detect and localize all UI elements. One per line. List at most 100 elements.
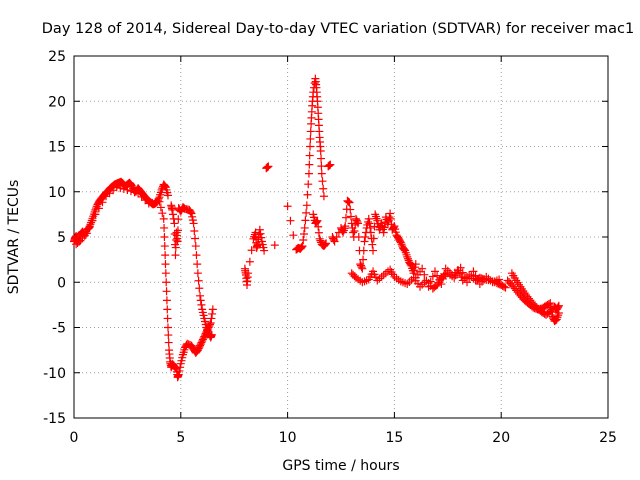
y-tick-label: 0 xyxy=(57,275,66,291)
data-point xyxy=(206,318,215,327)
data-point xyxy=(397,240,406,249)
data-point xyxy=(312,217,321,226)
data-point xyxy=(396,238,405,247)
data-point xyxy=(193,269,202,278)
data-point xyxy=(94,204,103,213)
x-tick-label: 5 xyxy=(176,430,185,446)
data-point xyxy=(403,254,412,263)
data-point xyxy=(126,187,135,196)
data-point xyxy=(324,162,333,171)
data-point xyxy=(317,154,326,163)
data-point xyxy=(406,260,415,269)
data-point xyxy=(428,272,437,281)
data-point xyxy=(547,303,556,312)
data-point xyxy=(84,223,93,232)
data-point xyxy=(164,331,173,340)
data-point xyxy=(159,214,168,223)
data-point xyxy=(208,309,217,318)
data-point xyxy=(137,192,146,201)
data-point xyxy=(187,209,196,218)
data-point xyxy=(134,189,143,198)
data-point xyxy=(379,228,388,237)
data-point xyxy=(314,228,323,237)
data-point xyxy=(203,327,212,336)
data-point xyxy=(547,308,556,317)
data-point xyxy=(501,283,510,292)
data-point xyxy=(85,223,94,232)
data-point xyxy=(368,240,377,249)
data-point xyxy=(244,269,253,278)
data-point xyxy=(473,275,482,284)
data-point xyxy=(420,270,429,279)
data-point xyxy=(168,205,177,214)
data-point xyxy=(386,209,395,218)
data-point xyxy=(310,79,319,88)
x-tick-label: 15 xyxy=(385,430,403,446)
data-point xyxy=(82,229,91,238)
data-point xyxy=(317,169,326,178)
data-point xyxy=(341,213,350,222)
data-point xyxy=(162,296,171,305)
data-point xyxy=(430,267,439,276)
data-point xyxy=(98,198,107,207)
data-point xyxy=(245,257,254,266)
data-point xyxy=(320,241,329,250)
data-point xyxy=(194,276,203,285)
data-point xyxy=(366,223,375,232)
x-tick-label: 25 xyxy=(599,430,617,446)
data-point xyxy=(346,205,355,214)
x-axis-label: GPS time / hours xyxy=(282,458,399,474)
data-point xyxy=(361,233,370,241)
data-point xyxy=(263,163,272,172)
y-tick-label: -5 xyxy=(52,321,66,337)
data-point xyxy=(163,305,172,314)
data-point xyxy=(141,196,150,205)
data-point xyxy=(297,243,306,252)
data-point xyxy=(371,210,380,219)
data-point xyxy=(344,198,353,207)
data-point xyxy=(247,246,256,255)
data-point xyxy=(174,370,183,379)
data-point xyxy=(438,274,447,283)
data-point xyxy=(377,272,386,281)
data-point xyxy=(306,134,315,143)
data-point xyxy=(130,188,139,197)
data-point xyxy=(208,305,217,314)
y-tick-label: 5 xyxy=(57,230,66,246)
data-point xyxy=(369,246,378,255)
data-point xyxy=(418,264,427,273)
data-point xyxy=(191,242,200,251)
data-point xyxy=(437,280,446,289)
data-point xyxy=(171,251,180,260)
data-point xyxy=(207,314,216,323)
axis-ticks: 0 5 10 15 20 25 -15 -10 -5 0 5 10 15 20 25 xyxy=(43,49,617,446)
data-point xyxy=(500,282,509,291)
data-point xyxy=(353,217,362,226)
data-point xyxy=(190,226,199,235)
data-point xyxy=(375,274,384,283)
data-point xyxy=(303,190,312,199)
data-point xyxy=(260,246,269,255)
data-point xyxy=(193,260,202,269)
data-point xyxy=(305,160,314,169)
data-point xyxy=(358,264,367,273)
data-point xyxy=(319,192,328,201)
data-point xyxy=(365,219,374,228)
data-point xyxy=(74,237,83,246)
data-point xyxy=(151,198,160,207)
data-point xyxy=(173,226,182,235)
x-tick-label: 0 xyxy=(70,430,79,446)
data-point xyxy=(162,278,171,287)
data-point xyxy=(203,325,212,334)
data-point xyxy=(302,201,311,210)
data-point xyxy=(554,302,563,311)
data-point xyxy=(202,323,211,332)
data-point xyxy=(172,236,181,245)
data-point xyxy=(343,196,352,205)
data-point xyxy=(299,236,308,245)
data-point xyxy=(314,222,323,231)
data-point xyxy=(313,216,322,225)
data-point xyxy=(341,222,350,231)
data-point xyxy=(119,185,128,194)
data-point xyxy=(171,243,180,252)
